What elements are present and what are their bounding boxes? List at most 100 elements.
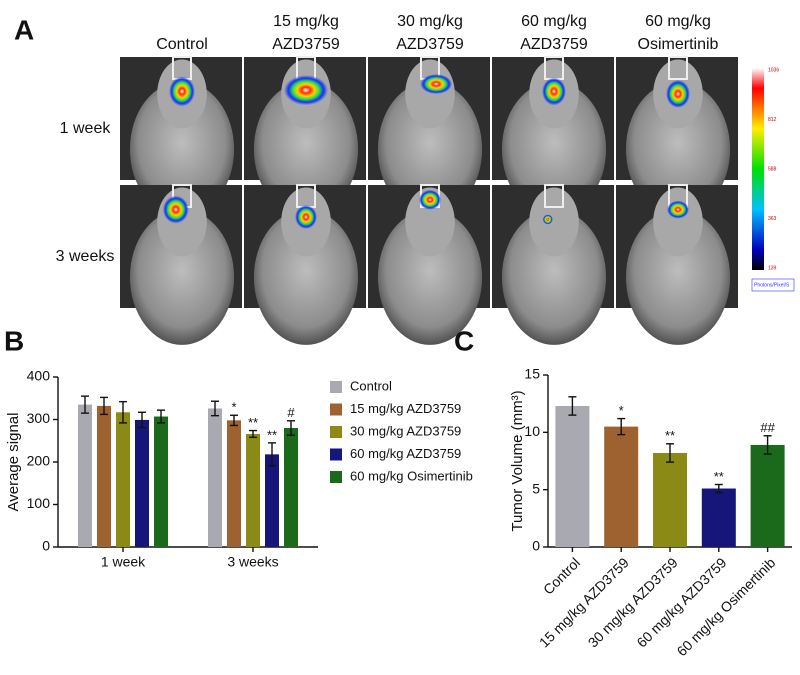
column-header: 30 mg/kg	[397, 13, 463, 30]
mouse-body	[129, 81, 235, 217]
bar	[78, 404, 92, 547]
column-header: AZD3759	[396, 36, 464, 53]
mouse-head	[529, 187, 579, 257]
error-bar	[81, 395, 89, 414]
significance-label: #	[287, 405, 295, 420]
error-bar	[119, 400, 127, 424]
y-axis-title: Average signal	[5, 413, 22, 512]
signal-blob	[666, 79, 690, 108]
mouse-body	[625, 81, 731, 217]
colorbar-label: 588	[768, 166, 777, 172]
colorbar	[752, 68, 764, 270]
y-tick-label: 200	[27, 453, 51, 469]
x-tick-label: 60 mg/kg AZD3759	[633, 554, 729, 650]
colorbar-label: 812	[768, 117, 777, 123]
significance-label: *	[231, 400, 236, 415]
x-tick-label: 30 mg/kg AZD3759	[585, 554, 681, 650]
column-header: Osimertinib	[638, 36, 719, 53]
nose-cone	[544, 184, 564, 208]
column-header: 15 mg/kg	[273, 13, 339, 30]
y-tick-label: 10	[524, 423, 540, 439]
mouse-body	[253, 81, 359, 217]
signal-blob	[667, 200, 689, 219]
error-bar	[249, 429, 257, 439]
y-tick-label: 400	[27, 368, 51, 384]
column-header: AZD3759	[520, 36, 588, 53]
significance-label: *	[619, 403, 624, 418]
error-bar	[100, 396, 108, 416]
mouse-body	[377, 209, 483, 345]
bar	[97, 405, 111, 547]
mouse-body	[625, 209, 731, 345]
colorbar-label: 363	[768, 216, 777, 222]
signal-blob	[169, 76, 195, 107]
legend-label: Control	[350, 378, 392, 393]
bar	[208, 408, 222, 547]
significance-label: ##	[760, 420, 775, 435]
bar	[701, 488, 736, 547]
mouse-head	[653, 187, 703, 257]
bar	[750, 444, 785, 547]
bar	[284, 428, 298, 547]
column-header: 60 mg/kg	[521, 13, 587, 30]
colorbar-unit-box	[751, 278, 795, 292]
colorbar-label: 1036	[768, 67, 779, 73]
signal-blob	[162, 195, 189, 224]
error-bar	[211, 400, 219, 417]
significance-label: **	[267, 427, 277, 442]
error-bar	[138, 411, 146, 429]
error-bar	[268, 442, 276, 467]
error-bar	[666, 443, 674, 463]
panel-label: A	[14, 14, 34, 45]
legend-swatch	[330, 471, 342, 483]
legend-swatch	[330, 381, 342, 393]
bar	[604, 426, 639, 547]
panel-label: C	[454, 325, 474, 356]
bar	[246, 433, 260, 547]
bar	[135, 419, 149, 547]
error-bar	[287, 420, 295, 436]
mouse-body	[253, 209, 359, 345]
signal-blob	[284, 75, 328, 106]
x-tick-label: 15 mg/kg AZD3759	[536, 554, 632, 650]
error-bar	[230, 414, 238, 427]
legend-swatch	[330, 426, 342, 438]
significance-label: **	[248, 415, 258, 430]
signal-blob	[419, 189, 441, 210]
significance-label: **	[714, 469, 724, 484]
x-tick-label: 60 mg/kg Osimertinib	[673, 554, 778, 659]
panel-label: B	[4, 325, 24, 356]
y-tick-label: 0	[42, 538, 50, 554]
bar	[154, 416, 168, 547]
bar	[265, 454, 279, 547]
row-label: 1 week	[60, 120, 112, 137]
mouse-body	[501, 209, 607, 345]
signal-blob	[542, 214, 553, 225]
legend-swatch	[330, 448, 342, 461]
signal-blob	[295, 204, 317, 229]
mouse-body	[377, 81, 483, 217]
row-label: 3 weeks	[56, 248, 115, 265]
column-header: AZD3759	[272, 36, 340, 53]
legend-label: 60 mg/kg Osimertinib	[350, 468, 473, 483]
y-tick-label: 0	[532, 538, 540, 554]
y-axis-title: Tumor Volume (mm³)	[509, 390, 526, 531]
error-bar	[617, 417, 626, 436]
nose-cone	[668, 56, 688, 80]
bar	[227, 420, 241, 547]
y-tick-label: 300	[27, 410, 51, 426]
legend-swatch	[330, 403, 342, 416]
mouse-head	[405, 187, 455, 257]
colorbar-label: 139	[768, 265, 777, 271]
y-tick-label: 15	[524, 366, 540, 382]
error-bar	[157, 409, 165, 424]
error-bar	[568, 396, 577, 416]
legend-label: 30 mg/kg AZD3759	[350, 423, 461, 438]
column-header: 60 mg/kg	[645, 13, 711, 30]
column-header: Control	[156, 36, 208, 53]
significance-label: **	[665, 428, 675, 443]
bar	[116, 412, 130, 547]
colorbar-unit: Photons/Pixel/S	[754, 282, 790, 288]
mouse-head	[405, 59, 455, 129]
